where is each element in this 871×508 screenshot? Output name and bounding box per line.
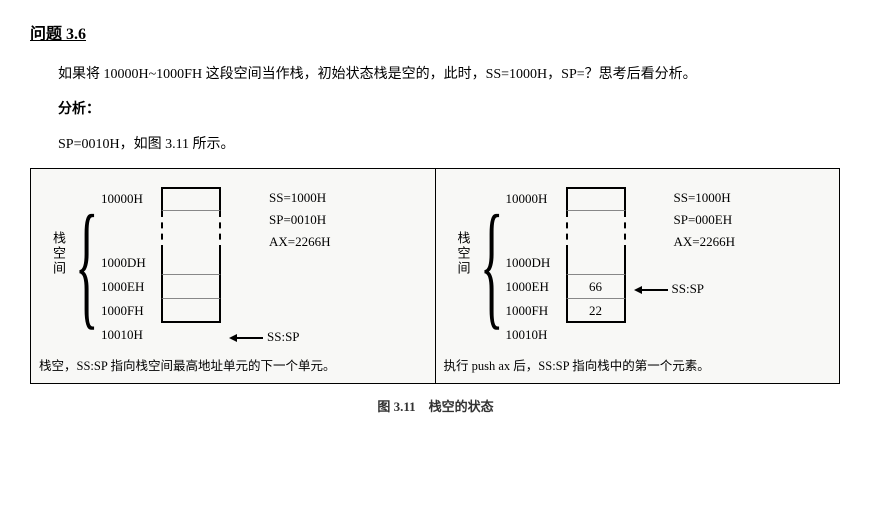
bracket-label: 栈空间 xyxy=(49,231,68,276)
sssp-pointer: SS:SP xyxy=(634,281,705,297)
analysis-label: 分析： xyxy=(30,97,841,122)
figure-label: 图 3.11 栈空的状态 xyxy=(30,396,841,415)
analysis-text: SP=0010H，如图 3.11 所示。 xyxy=(30,132,841,157)
question-title: 问题 3.6 xyxy=(30,20,841,44)
bracket-label: 栈空间 xyxy=(454,231,473,276)
sssp-pointer: SS:SP xyxy=(229,329,300,345)
reg: AX=2266H xyxy=(269,231,331,253)
addr: 1000EH xyxy=(506,275,551,299)
addr: 1000DH xyxy=(506,251,551,275)
registers: SS=1000H SP=0010H AX=2266H xyxy=(269,187,331,253)
stack-cell xyxy=(161,251,221,275)
address-column: 10000H 1000DH 1000EH 1000FH 10010H xyxy=(101,187,146,347)
addr: 10010H xyxy=(506,323,551,347)
stack-cell xyxy=(161,187,221,211)
left-caption: 栈空，SS:SP 指向栈空间最高地址单元的下一个单元。 xyxy=(39,357,427,376)
addr: 10010H xyxy=(101,323,146,347)
address-column: 10000H 1000DH 1000EH 1000FH 10010H xyxy=(506,187,551,347)
registers: SS=1000H SP=000EH AX=2266H xyxy=(674,187,736,253)
stack-cell xyxy=(161,299,221,323)
stack-cell xyxy=(161,275,221,299)
addr: 1000FH xyxy=(506,299,551,323)
right-caption: 执行 push ax 后，SS:SP 指向栈中的第一个元素。 xyxy=(444,357,832,376)
addr: 1000DH xyxy=(101,251,146,275)
left-panel: 栈空间 { 10000H 1000DH 1000EH 1000FH 10010H… xyxy=(31,169,435,384)
stack-box: 66 22 xyxy=(566,187,626,323)
addr: 1000EH xyxy=(101,275,146,299)
stack-gap xyxy=(566,211,626,251)
left-diagram: 栈空间 { 10000H 1000DH 1000EH 1000FH 10010H… xyxy=(39,179,427,349)
right-panel: 栈空间 { 10000H 1000DH 1000EH 1000FH 10010H… xyxy=(435,169,840,384)
stack-cell: 22 xyxy=(566,299,626,323)
bracket-icon: { xyxy=(75,187,99,342)
right-diagram: 栈空间 { 10000H 1000DH 1000EH 1000FH 10010H… xyxy=(444,179,832,349)
bracket-icon: { xyxy=(480,187,504,342)
stack-cell xyxy=(566,187,626,211)
intro-paragraph: 如果将 10000H~1000FH 这段空间当作栈，初始状态栈是空的，此时，SS… xyxy=(30,62,841,87)
addr: 10000H xyxy=(101,187,146,211)
stack-cell xyxy=(566,251,626,275)
addr: 1000FH xyxy=(101,299,146,323)
addr: 10000H xyxy=(506,187,551,211)
reg: SS=1000H xyxy=(674,187,736,209)
figure-container: 栈空间 { 10000H 1000DH 1000EH 1000FH 10010H… xyxy=(30,168,840,385)
reg: SP=0010H xyxy=(269,209,331,231)
reg: SS=1000H xyxy=(269,187,331,209)
reg: AX=2266H xyxy=(674,231,736,253)
stack-cell: 66 xyxy=(566,275,626,299)
stack-gap xyxy=(161,211,221,251)
stack-box xyxy=(161,187,221,323)
reg: SP=000EH xyxy=(674,209,736,231)
